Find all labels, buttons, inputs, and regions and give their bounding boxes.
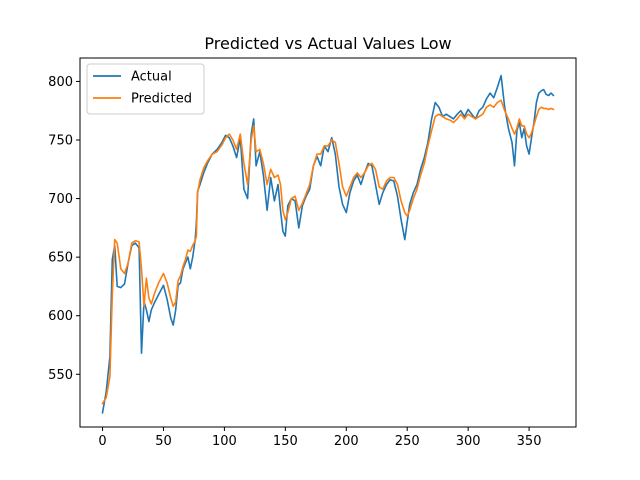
x-tick-label: 300 <box>456 434 481 449</box>
x-tick-label: 200 <box>334 434 359 449</box>
axes-frame <box>79 57 577 428</box>
series-layer <box>101 74 555 414</box>
series-line-predicted <box>101 99 555 405</box>
x-tick-label: 50 <box>155 434 172 449</box>
y-tick-label: 700 <box>48 192 73 207</box>
x-tick-label: 100 <box>212 434 237 449</box>
y-tick-label: 650 <box>48 251 73 266</box>
legend: Actual Predicted <box>86 63 205 115</box>
axes-border <box>79 57 577 428</box>
x-axis: 0 50 100 150 200 250 300 350 <box>98 427 541 449</box>
y-tick-label: 600 <box>48 309 73 324</box>
y-axis: 550 600 650 700 750 800 <box>48 75 80 383</box>
legend-label-actual: Actual <box>131 70 172 85</box>
x-tick-label: 250 <box>395 434 420 449</box>
x-tick-label: 150 <box>273 434 298 449</box>
x-tick-label: 350 <box>517 434 542 449</box>
chart-title: Predicted vs Actual Values Low <box>204 34 451 53</box>
y-tick-label: 550 <box>48 368 73 383</box>
legend-label-predicted: Predicted <box>131 92 192 107</box>
y-tick-label: 800 <box>48 75 73 90</box>
x-tick-label: 0 <box>98 434 106 449</box>
y-tick-label: 750 <box>48 134 73 149</box>
